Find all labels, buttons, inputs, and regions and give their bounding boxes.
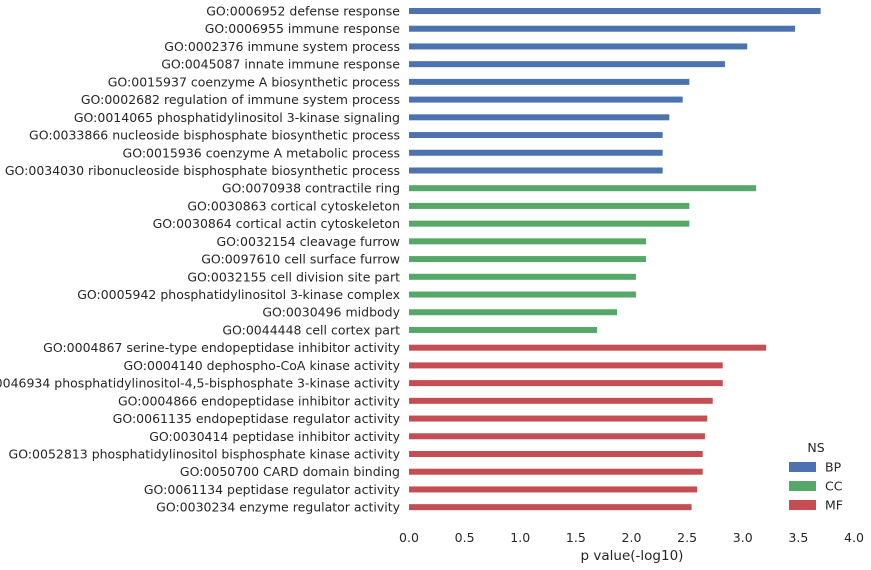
category-label: GO:0070938 contractile ring <box>222 181 400 196</box>
bar-mf <box>409 433 705 440</box>
bar-bp <box>409 61 725 68</box>
legend: NS BP CC MF <box>789 440 843 513</box>
x-tick-label: 3.0 <box>733 530 753 545</box>
bar-bp <box>409 149 663 156</box>
bar-bp <box>409 114 670 121</box>
legend-items: BP CC MF <box>789 460 843 513</box>
bar-mf <box>409 415 708 422</box>
x-tick-label: 4.0 <box>844 530 864 545</box>
x-axis-ticks: 0.0 0.5 1.0 1.5 2.0 2.5 3.0 3.5 4.0 <box>399 530 864 545</box>
bar-bp <box>409 132 663 139</box>
bar-mf <box>409 504 692 511</box>
bar-cc <box>409 291 636 298</box>
bar-mf <box>409 344 767 351</box>
category-label: GO:0006955 immune response <box>205 21 401 36</box>
bar-cc <box>409 238 646 245</box>
x-tick-label: 1.5 <box>566 530 586 545</box>
category-label: GO:0004867 serine-type endopeptidase inh… <box>43 340 400 355</box>
category-label: GO:0030496 midbody <box>262 305 400 320</box>
category-label: GO:0005942 phosphatidylinositol 3-kinase… <box>77 287 400 302</box>
bar-mf <box>409 380 723 387</box>
category-label: GO:0002376 immune system process <box>164 39 400 54</box>
category-label: GO:0006952 defense response <box>206 4 400 19</box>
bar-bp <box>409 8 821 14</box>
bar-cc <box>409 202 690 209</box>
bar-mf <box>409 362 723 369</box>
category-label: GO:0030864 cortical actin cytoskeleton <box>153 216 400 231</box>
category-label: GO:0045087 innate immune response <box>161 57 400 72</box>
bar-cc <box>409 273 636 280</box>
category-label: GO:0030863 cortical cytoskeleton <box>187 198 400 213</box>
category-label: GO:0030414 peptidase inhibitor activity <box>149 429 400 444</box>
x-tick-label: 1.0 <box>510 530 530 545</box>
category-label: GO:0002682 regulation of immune system p… <box>81 92 400 107</box>
bars-layer <box>409 8 821 511</box>
category-label: GO:0046934 phosphatidylinositol-4,5-bisp… <box>0 376 401 391</box>
category-label: GO:0015936 coenzyme A metabolic process <box>123 145 400 160</box>
bar-cc <box>409 220 690 227</box>
category-label: GO:0004866 endopeptidase inhibitor activ… <box>118 393 401 408</box>
category-label: GO:0050700 CARD domain binding <box>180 464 400 479</box>
bar-cc <box>409 185 757 192</box>
bar-mf <box>409 397 713 404</box>
category-label: GO:0032154 cleavage furrow <box>217 234 401 249</box>
bar-bp <box>409 167 663 174</box>
category-label: GO:0061135 endopeptidase regulator activ… <box>113 411 401 426</box>
category-label: GO:0030234 enzyme regulator activity <box>156 500 400 515</box>
bar-bp <box>409 43 748 50</box>
x-tick-label: 0.0 <box>399 530 419 545</box>
x-axis-label: p value(-log10) <box>581 548 684 564</box>
bar-cc <box>409 309 618 316</box>
bar-bp <box>409 25 796 32</box>
category-label: GO:0034030 ribonucleoside bisphosphate b… <box>5 163 400 178</box>
category-label: GO:0004140 dephospho-CoA kinase activity <box>124 358 401 373</box>
bar-bp <box>409 96 683 103</box>
legend-label-bp: BP <box>825 460 842 475</box>
legend-label-cc: CC <box>825 479 843 494</box>
category-label: GO:0014065 phosphatidylinositol 3-kinase… <box>74 110 400 125</box>
x-tick-label: 3.5 <box>788 530 808 545</box>
legend-swatch-mf <box>789 500 816 510</box>
category-label: GO:0044448 cell cortex part <box>222 322 400 337</box>
bar-bp <box>409 78 690 85</box>
x-tick-label: 2.5 <box>677 530 697 545</box>
bar-cc <box>409 326 598 333</box>
category-label: GO:0015937 coenzyme A biosynthetic proce… <box>108 74 400 89</box>
bar-cc <box>409 256 646 263</box>
category-label: GO:0033866 nucleoside bisphosphate biosy… <box>29 128 400 143</box>
legend-swatch-cc <box>789 481 816 491</box>
category-label: GO:0097610 cell surface furrow <box>201 252 400 267</box>
bar-mf <box>409 451 703 457</box>
legend-label-mf: MF <box>825 498 843 513</box>
category-labels: GO:0006952 defense response GO:0006955 im… <box>0 4 401 515</box>
category-label: GO:0052813 phosphatidylinositol bisphosp… <box>9 447 401 462</box>
bar-mf <box>409 486 698 493</box>
x-tick-label: 2.0 <box>622 530 642 545</box>
legend-title: NS <box>807 440 824 455</box>
category-label: GO:0032155 cell division site part <box>187 269 400 284</box>
category-label: GO:0061134 peptidase regulator activity <box>144 482 401 497</box>
legend-swatch-bp <box>789 462 816 472</box>
bar-mf <box>409 468 703 475</box>
x-tick-label: 0.5 <box>455 530 475 545</box>
